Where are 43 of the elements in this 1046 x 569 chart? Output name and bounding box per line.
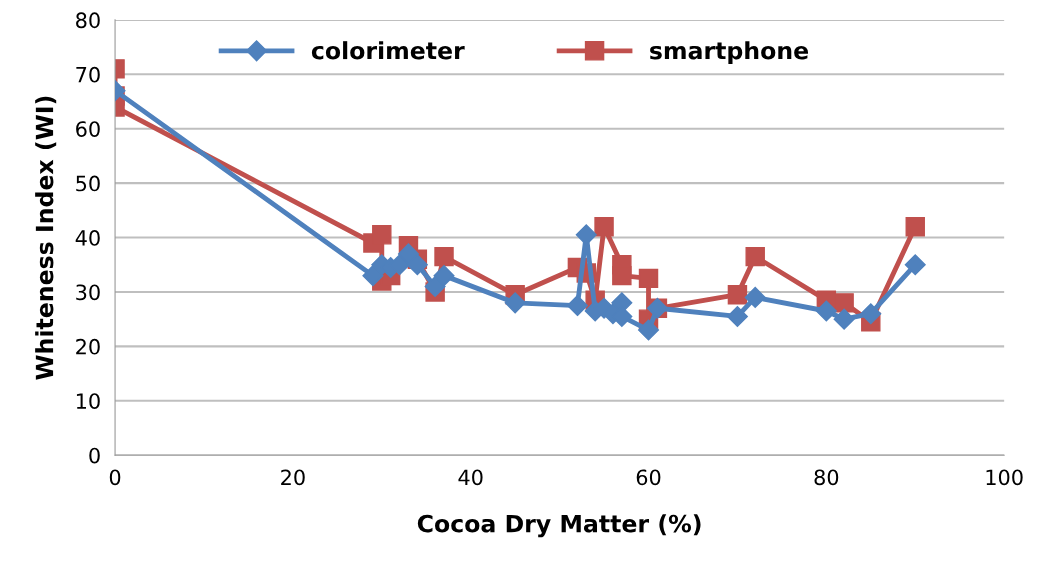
point [815, 300, 837, 322]
x-tick-label: 100 [986, 469, 1023, 486]
y-tick-label: 10 [76, 393, 100, 409]
point [834, 293, 854, 313]
point [566, 295, 588, 317]
x-axis-title: Cocoa Dry Matter (%) [417, 514, 701, 538]
point [424, 276, 446, 298]
point [638, 319, 660, 341]
point [433, 265, 455, 287]
point [504, 292, 526, 314]
legend-label: smartphone [650, 41, 809, 65]
point [727, 284, 748, 305]
point [860, 303, 882, 325]
point [434, 246, 454, 267]
y-tick-label: 20 [76, 338, 100, 355]
y-tick-label: 0 [89, 447, 100, 464]
point [372, 225, 392, 245]
y-tick-label: 60 [76, 121, 100, 137]
y-tick-label: 30 [76, 284, 100, 301]
y-tick-label: 70 [76, 66, 100, 83]
point [575, 224, 597, 246]
x-tick-label: 0 [109, 469, 121, 486]
y-tick-label: 40 [75, 230, 100, 246]
point [594, 216, 614, 237]
point [726, 305, 748, 327]
x-tick-label: 20 [281, 469, 305, 486]
point [904, 254, 926, 276]
point [744, 286, 766, 308]
y-tick-label: 50 [76, 175, 100, 192]
y-tick-label: 80 [76, 12, 100, 29]
point [612, 265, 632, 286]
point [362, 265, 384, 287]
point [406, 254, 428, 276]
point [833, 308, 855, 330]
x-tick-label: 40 [458, 469, 483, 486]
legend-label: colorimeter [311, 41, 465, 60]
y-axis-title: Whiteness Index (WI) [35, 96, 57, 380]
point [905, 216, 925, 237]
point [638, 268, 659, 289]
point [397, 243, 419, 265]
x-tick-label: 80 [814, 469, 839, 486]
point [745, 246, 765, 267]
x-tick-label: 60 [636, 469, 661, 486]
